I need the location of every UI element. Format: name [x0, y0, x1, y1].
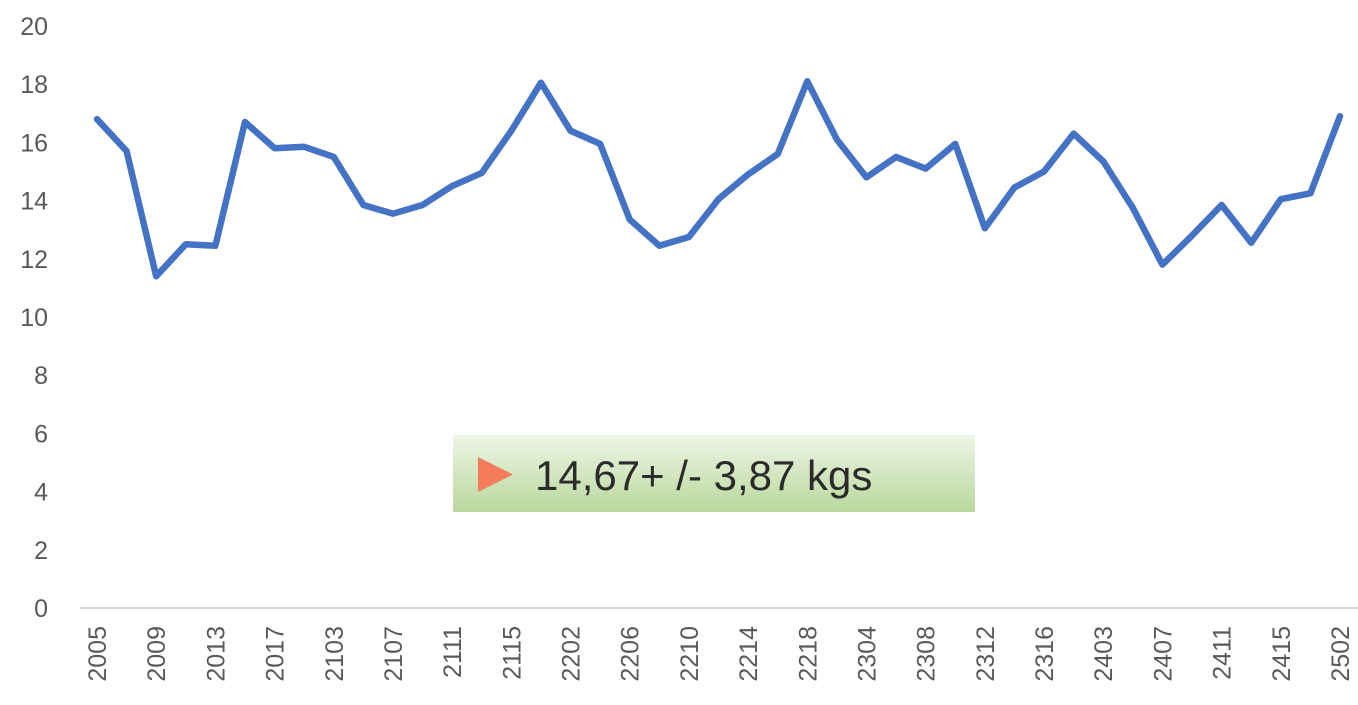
x-tick-label: 2308 — [913, 626, 941, 682]
plot-area: 0 2 4 6 8 10 12 14 16 18 20 2005 2009 2013 2017 2103 210… — [20, 13, 1355, 682]
x-tick-label: 2403 — [1090, 626, 1118, 682]
y-tick-label: 16 — [20, 129, 48, 157]
y-tick-label: 14 — [20, 188, 48, 216]
x-tick-label: 2013 — [202, 626, 230, 682]
x-tick-label: 2115 — [498, 626, 526, 680]
x-tick-label: 2210 — [676, 626, 704, 682]
annotation-box: 14,67+ /- 3,87 kgs — [453, 435, 975, 512]
x-tick-label: 2316 — [1031, 626, 1059, 682]
y-tick-label: 10 — [20, 304, 48, 332]
annotation-icon — [478, 457, 513, 492]
x-tick-label: 2111 — [439, 626, 467, 678]
x-tick-label: 2411 — [1209, 626, 1237, 680]
x-tick-label: 2103 — [321, 626, 349, 682]
x-tick-label: 2407 — [1149, 626, 1177, 682]
y-tick-label: 2 — [34, 537, 48, 565]
data-line — [93, 78, 1344, 280]
x-tick-label: 2202 — [558, 626, 586, 682]
y-tick-label: 20 — [20, 13, 48, 41]
y-tick-label: 8 — [34, 362, 48, 390]
x-tick-label: 2214 — [735, 626, 763, 682]
x-tick-label: 2218 — [794, 626, 822, 682]
y-tick-label: 0 — [34, 595, 48, 623]
annotation-text: 14,67+ /- 3,87 kgs — [535, 452, 872, 499]
x-tick-label: 2304 — [853, 626, 881, 682]
y-tick-label: 6 — [34, 420, 48, 448]
x-tick-label: 2312 — [972, 626, 1000, 682]
x-tick-label: 2005 — [84, 626, 112, 682]
x-tick-label: 2009 — [143, 626, 171, 682]
y-tick-label: 18 — [20, 71, 48, 99]
annotation-background — [453, 435, 975, 512]
x-tick-label: 2502 — [1327, 626, 1355, 682]
x-tick-label: 2107 — [380, 626, 408, 682]
y-tick-label: 12 — [20, 246, 48, 274]
x-tick-label: 2017 — [262, 626, 290, 682]
y-tick-label: 4 — [34, 479, 48, 507]
x-tick-label: 2206 — [617, 626, 645, 682]
x-tick-label: 2415 — [1268, 626, 1296, 682]
